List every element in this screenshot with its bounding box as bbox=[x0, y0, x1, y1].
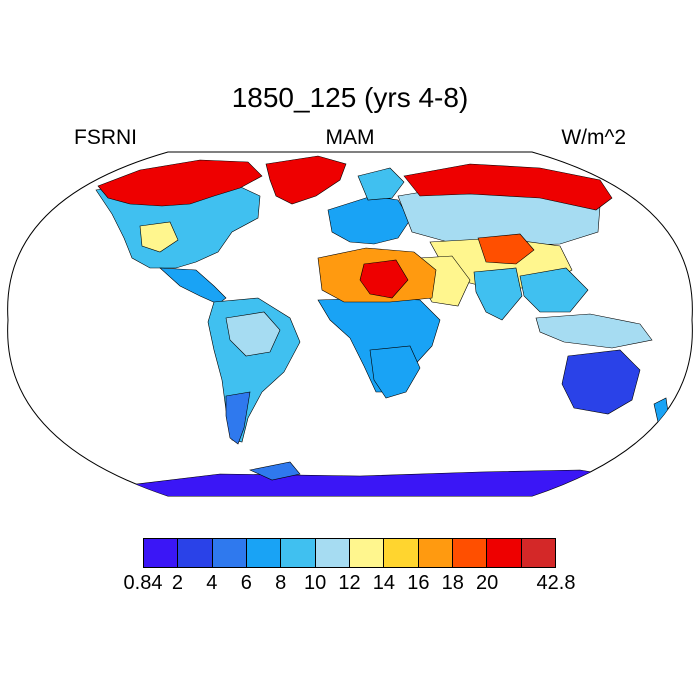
colorbar-tick-label: 10 bbox=[303, 572, 327, 594]
region-africa-south bbox=[369, 345, 421, 399]
region-india bbox=[473, 267, 523, 321]
colorbar-tick-label: 42.8 bbox=[536, 572, 576, 594]
region-amazon bbox=[225, 311, 281, 357]
region-indonesia bbox=[535, 313, 653, 349]
colorbar-tick-label: 0.84 bbox=[123, 572, 163, 594]
colorbar-box bbox=[212, 539, 247, 567]
colorbar-box bbox=[521, 539, 555, 567]
colorbar-tick-label: 16 bbox=[407, 572, 430, 594]
region-scandinavia bbox=[357, 167, 405, 201]
units-label: W/m^2 bbox=[561, 126, 626, 149]
colorbar bbox=[143, 538, 556, 568]
region-southeast-asia bbox=[519, 267, 589, 313]
colorbar-tick-label: 12 bbox=[338, 572, 361, 594]
colorbar-tick-label: 8 bbox=[275, 572, 287, 594]
region-sahara-core bbox=[359, 259, 409, 299]
region-antarctica bbox=[39, 469, 661, 496]
region-usa-southwest bbox=[139, 221, 179, 253]
colorbar-tick-label: 6 bbox=[240, 572, 252, 594]
variable-label: FSRNI bbox=[74, 126, 137, 149]
colorbar-box bbox=[487, 539, 522, 567]
colorbar-box bbox=[144, 539, 179, 567]
colorbar-tick-label: 18 bbox=[441, 572, 464, 594]
region-canada-arctic bbox=[97, 159, 263, 207]
colorbar-box bbox=[418, 539, 453, 567]
colorbar-tick-label: 2 bbox=[171, 572, 183, 594]
region-siberia bbox=[403, 163, 613, 211]
colorbar-box bbox=[281, 539, 316, 567]
map-title: 1850_125 (yrs 4-8) bbox=[231, 82, 469, 113]
colorbar-box bbox=[178, 539, 213, 567]
region-tibet-hotspot bbox=[477, 233, 535, 265]
region-antarctic-peninsula bbox=[249, 461, 301, 481]
region-greenland bbox=[265, 155, 347, 205]
region-europe bbox=[327, 195, 411, 245]
season-label: MAM bbox=[325, 126, 375, 149]
region-australia bbox=[561, 349, 641, 415]
colorbar-box bbox=[315, 539, 350, 567]
colorbar-box bbox=[384, 539, 419, 567]
region-central-america bbox=[159, 267, 227, 305]
region-patagonia bbox=[225, 391, 251, 445]
colorbar-tick-label: 14 bbox=[372, 572, 396, 594]
colorbar-box bbox=[349, 539, 385, 567]
colorbar-box bbox=[452, 539, 488, 567]
colorbar-tick-label: 4 bbox=[206, 572, 218, 594]
colorbar-tick-label: 20 bbox=[476, 572, 499, 594]
colorbar-box bbox=[246, 539, 282, 567]
